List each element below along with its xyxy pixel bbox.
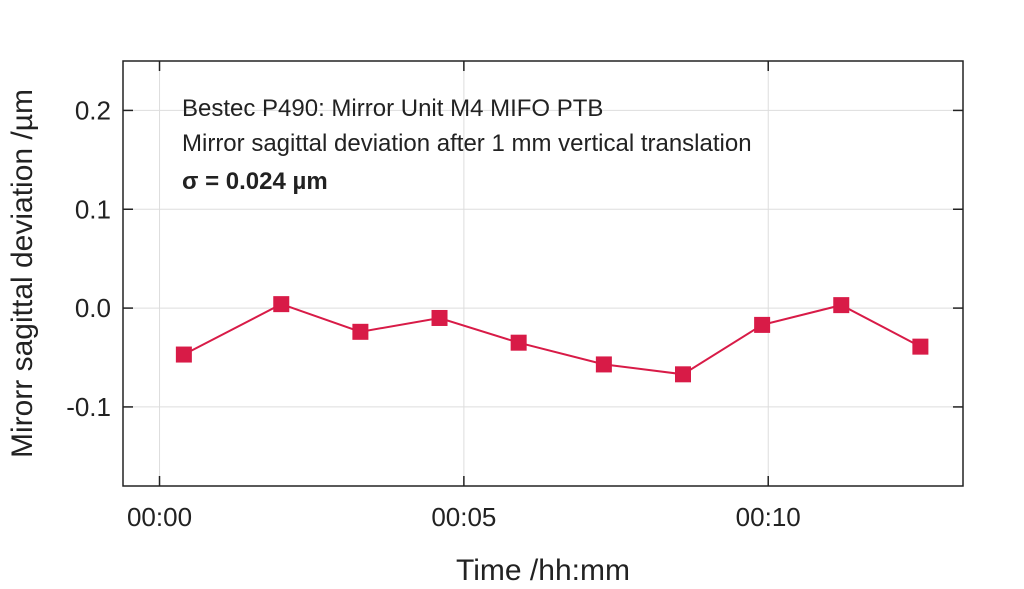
grid-lines bbox=[123, 61, 963, 486]
data-point bbox=[273, 296, 290, 313]
x-tick-label: 00:00 bbox=[127, 502, 192, 532]
y-tick-label: 0.0 bbox=[75, 293, 111, 323]
y-tick-label: 0.1 bbox=[75, 194, 111, 224]
y-axis-title: Mirorr sagittal deviation /µm bbox=[6, 89, 39, 458]
axis-ticks: 0.2 0.1 0.0 -0.1 00:00 00:05 00:10 bbox=[66, 61, 963, 532]
y-tick-label: -0.1 bbox=[66, 392, 111, 422]
data-point bbox=[675, 366, 691, 383]
data-point bbox=[754, 316, 771, 333]
plot-frame bbox=[122, 60, 964, 487]
data-point bbox=[510, 334, 527, 351]
series-line bbox=[183, 303, 921, 376]
data-point bbox=[431, 309, 448, 326]
data-series bbox=[175, 296, 929, 383]
data-point bbox=[912, 338, 929, 355]
x-axis-title: Time /hh:mm bbox=[456, 554, 630, 587]
x-tick-label: 00:10 bbox=[736, 502, 801, 532]
annotation-description: Mirror sagittal deviation after 1 mm ver… bbox=[182, 130, 752, 157]
y-tick-label: 0.2 bbox=[75, 95, 111, 125]
data-point bbox=[352, 323, 369, 340]
annotation-sigma: σ = 0.024 µm bbox=[182, 168, 328, 195]
x-tick-label: 00:05 bbox=[431, 502, 496, 532]
data-point bbox=[595, 356, 612, 373]
data-point bbox=[175, 346, 192, 363]
annotation-device: Bestec P490: Mirror Unit M4 MIFO PTB bbox=[182, 95, 603, 122]
data-point bbox=[833, 297, 850, 314]
